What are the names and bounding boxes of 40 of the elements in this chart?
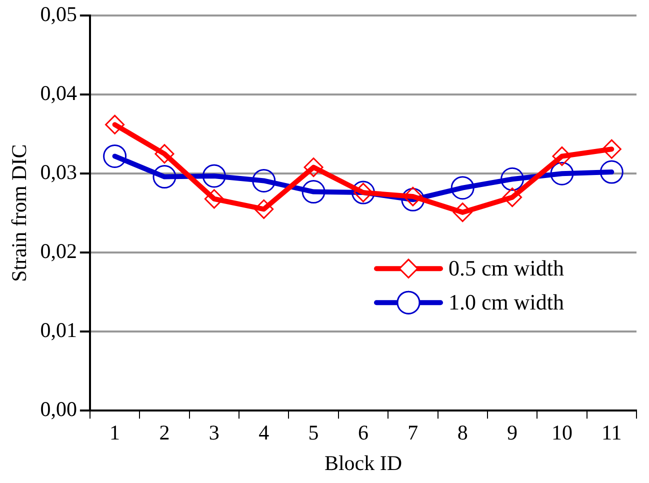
y-tick-label: 0,00 <box>40 397 77 422</box>
point <box>202 164 226 188</box>
y-axis-title: Strain from DIC <box>7 144 32 282</box>
legend-label: 1.0 cm width <box>448 289 564 314</box>
x-tick-label: 8 <box>457 420 468 445</box>
point <box>552 146 572 166</box>
point <box>252 168 276 192</box>
point <box>450 176 474 200</box>
x-tick-label: 10 <box>551 420 572 445</box>
point <box>452 202 472 222</box>
point <box>600 160 624 184</box>
point <box>204 189 224 209</box>
x-tick-label: 5 <box>308 420 319 445</box>
x-axis-title: Block ID <box>324 450 402 475</box>
x-tick-label: 1 <box>110 420 120 445</box>
x-tick-label: 9 <box>507 420 518 445</box>
y-tick-label: 0,02 <box>40 239 77 264</box>
point <box>254 199 274 219</box>
point <box>302 180 326 204</box>
x-tick-label: 2 <box>159 420 170 445</box>
point <box>152 165 176 189</box>
point <box>401 188 425 212</box>
point <box>105 114 125 134</box>
y-tick-label: 0,01 <box>40 318 77 342</box>
legend-label: 0.5 cm width <box>448 255 564 280</box>
y-tick-label: 0,04 <box>40 81 78 106</box>
point <box>500 167 524 191</box>
x-tick-label: 6 <box>358 420 368 445</box>
point <box>103 144 127 168</box>
y-tick-label: 0,03 <box>40 160 77 184</box>
point <box>154 144 174 164</box>
x-tick-label: 4 <box>258 420 270 445</box>
x-tick-label: 7 <box>408 420 418 445</box>
x-tick-label: 11 <box>602 420 622 445</box>
point <box>602 139 622 159</box>
y-tick-label: 0,05 <box>40 2 77 26</box>
point <box>550 162 574 186</box>
point <box>304 158 324 178</box>
point <box>502 188 522 208</box>
x-tick-label: 3 <box>208 420 220 445</box>
